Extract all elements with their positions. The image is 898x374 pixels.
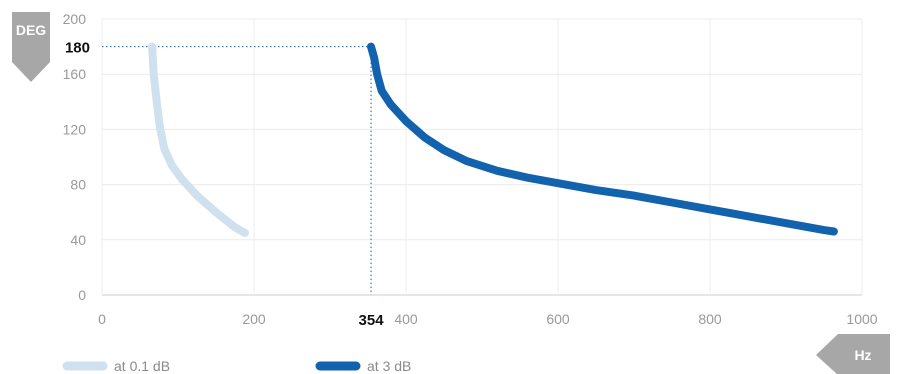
x-axis: 0 200 400 600 800 1000 xyxy=(98,311,878,327)
highlight-marker: 180 354 xyxy=(65,40,384,329)
grid-lines xyxy=(101,18,863,296)
y-tick-label: 80 xyxy=(70,177,86,193)
series-line-2 xyxy=(367,42,838,236)
x-axis-label: Hz xyxy=(854,347,871,363)
legend-label: at 3 dB xyxy=(367,358,411,374)
x-tick-label: 200 xyxy=(242,311,266,327)
x-axis-badge: Hz xyxy=(816,334,890,374)
legend-label: at 0.1 dB xyxy=(114,358,170,374)
y-tick-label: 120 xyxy=(63,121,87,137)
y-tick-label: 160 xyxy=(63,66,87,82)
series-lines xyxy=(148,42,838,237)
highlight-y-label: 180 xyxy=(65,40,90,57)
y-tick-label: 0 xyxy=(78,287,86,303)
series-line-1 xyxy=(148,42,249,237)
x-tick-label: 1000 xyxy=(846,311,877,327)
x-tick-label: 800 xyxy=(698,311,722,327)
x-tick-label: 600 xyxy=(546,311,570,327)
y-axis: 0 40 80 120 160 200 xyxy=(63,11,87,303)
y-tick-label: 200 xyxy=(63,11,87,27)
highlight-x-label: 354 xyxy=(359,312,385,329)
legend: at 0.1 dB at 3 dB xyxy=(62,358,411,374)
x-tick-label: 400 xyxy=(394,311,418,327)
y-axis-badge: DEG xyxy=(12,12,50,82)
y-tick-label: 40 xyxy=(70,232,86,248)
x-tick-label: 0 xyxy=(98,311,106,327)
y-axis-label: DEG xyxy=(16,22,46,38)
